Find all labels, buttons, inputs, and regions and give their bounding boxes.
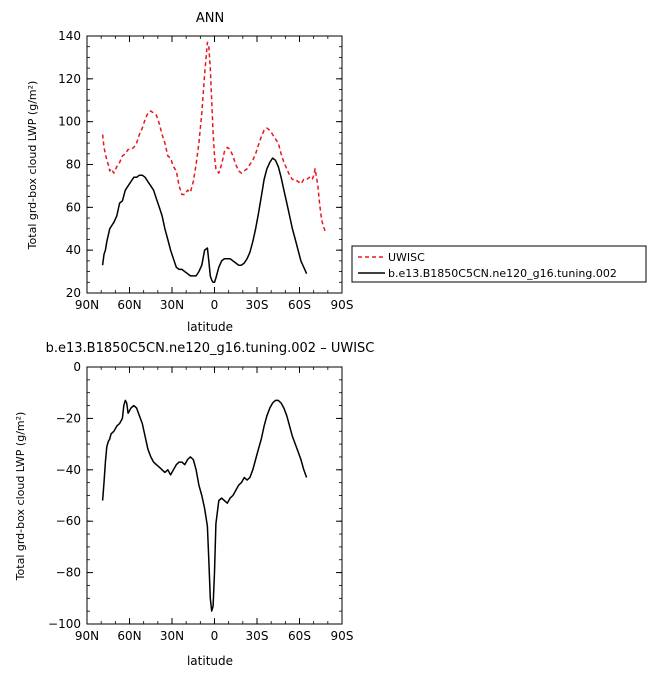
- top-ylabel: Total grd-box cloud LWP (g/m²): [26, 81, 39, 251]
- top-ytick-label-1: 40: [66, 243, 81, 257]
- top-ytick-label-3: 80: [66, 158, 81, 172]
- top-ytick-label-5: 120: [58, 72, 81, 86]
- top-xtick-label-4: 30S: [246, 298, 269, 312]
- top-ytick-label-4: 100: [58, 115, 81, 129]
- top-plot-frame: [86, 35, 343, 294]
- bottom-ylabel: Total grd-box cloud LWP (g/m²): [14, 412, 27, 582]
- bottom-title: b.e13.B1850C5CN.ne120_g16.tuning.002 – U…: [46, 341, 375, 356]
- bottom-x-axis: 90N 60N 30N 0 30S 60S 90S: [75, 367, 354, 643]
- legend-label-model: b.e13.B1850C5CN.ne120_g16.tuning.002: [388, 267, 617, 280]
- bottom-xtick-label-3: 0: [211, 629, 219, 643]
- bottom-xtick-label-5: 60S: [288, 629, 311, 643]
- bottom-ytick-label-5: 0: [73, 360, 81, 374]
- bottom-ytick-label-2: −60: [56, 514, 81, 528]
- bottom-series-line-0: [101, 399, 308, 612]
- bottom-ytick-label-4: −20: [56, 411, 81, 425]
- bottom-ytick-label-3: −40: [56, 463, 81, 477]
- top-xtick-label-2: 30N: [160, 298, 184, 312]
- top-ytick-label-6: 140: [58, 29, 81, 43]
- top-xtick-label-3: 0: [211, 298, 219, 312]
- bottom-xtick-label-1: 60N: [117, 629, 141, 643]
- top-ytick-label-0: 20: [66, 286, 81, 300]
- top-xlabel: latitude: [187, 320, 233, 334]
- top-series-group: [101, 41, 326, 284]
- top-series-line-1: [101, 157, 308, 284]
- bottom-xtick-label-4: 30S: [246, 629, 269, 643]
- bottom-ytick-label-0: −100: [48, 617, 81, 631]
- bottom-series-group: [101, 399, 308, 612]
- legend-box: [351, 245, 647, 283]
- bottom-xtick-label-0: 90N: [75, 629, 99, 643]
- top-y-axis: 20 40 60 80 100 120 140: [58, 29, 342, 300]
- top-xtick-label-6: 90S: [331, 298, 354, 312]
- bottom-xlabel: latitude: [187, 654, 233, 668]
- bottom-xtick-label-6: 90S: [331, 629, 354, 643]
- top-title: ANN: [196, 11, 224, 26]
- bottom-y-axis: −100 −80 −60 −40 −20 0: [48, 360, 342, 631]
- top-series-line-0: [101, 41, 326, 232]
- top-xtick-label-5: 60S: [288, 298, 311, 312]
- bottom-ytick-label-1: −80: [56, 566, 81, 580]
- legend: UWISC b.e13.B1850C5CN.ne120_g16.tuning.0…: [351, 245, 647, 283]
- legend-label-uwisc: UWISC: [388, 251, 425, 264]
- top-ytick-label-2: 60: [66, 200, 81, 214]
- top-xtick-label-1: 60N: [117, 298, 141, 312]
- panel-bottom: b.e13.B1850C5CN.ne120_g16.tuning.002 – U…: [14, 341, 374, 668]
- top-xtick-label-0: 90N: [75, 298, 99, 312]
- top-x-axis: 90N 60N 30N 0 30S 60S 90S: [75, 36, 354, 312]
- bottom-xtick-label-2: 30N: [160, 629, 184, 643]
